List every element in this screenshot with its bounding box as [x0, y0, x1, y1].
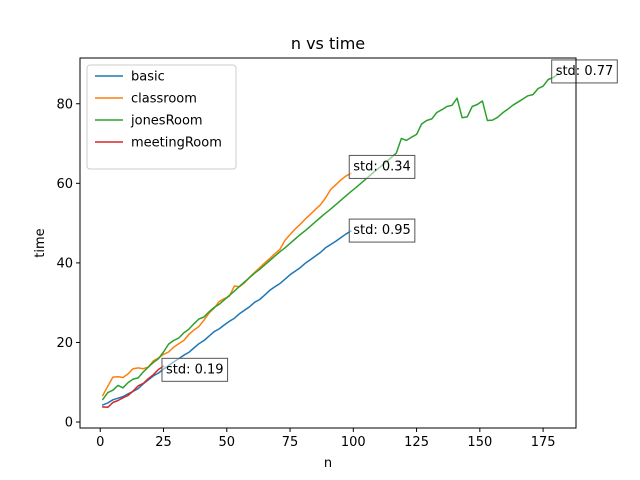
annotation-classroom: std: 0.34 [348, 154, 416, 179]
legend-item-classroom: classroom [95, 92, 197, 107]
x-tick-label: 175 [531, 435, 556, 450]
legend-label-classroom: classroom [131, 92, 197, 107]
ticks-layer: 0 25 50 75 100 125 150 175 0 20 40 60 80 [56, 97, 555, 450]
annotation-layer: std: 0.95 std: 0.34 std: 0.77 std: 0.19 [161, 59, 618, 382]
y-tick-label: 80 [56, 97, 73, 112]
x-axis-label: n [324, 456, 332, 471]
annotation-text-classroom: std: 0.34 [353, 159, 411, 174]
x-tick-label: 0 [96, 435, 104, 450]
annotation-text-jonesRoom: std: 0.77 [556, 64, 614, 79]
x-tick-label: 150 [467, 435, 492, 450]
series-layer [101, 72, 560, 409]
x-tick-label: 25 [155, 435, 172, 450]
legend-item-jonesRoom: jonesRoom [95, 114, 203, 129]
x-tick-label: 75 [282, 435, 299, 450]
legend-box [86, 64, 237, 170]
x-tick-label: 125 [404, 435, 429, 450]
legend-label-meetingRoom: meetingRoom [131, 136, 222, 151]
legend: basic classroom jonesRoom meetingRoom [86, 64, 237, 170]
annotation-text-basic: std: 0.95 [353, 223, 411, 238]
y-tick-label: 20 [56, 336, 73, 351]
annotation-box-meetingRoom [161, 357, 229, 382]
legend-label-jonesRoom: jonesRoom [130, 114, 203, 129]
axes-frame [79, 57, 577, 429]
chart-title: n vs time [291, 34, 365, 53]
y-tick-label: 0 [65, 416, 73, 431]
annotation-box-jonesRoom [551, 59, 618, 84]
x-tick-label: 100 [341, 435, 366, 450]
y-tick-label: 40 [56, 256, 73, 271]
series-line-meetingRoom [101, 365, 165, 409]
annotation-box-basic [348, 218, 416, 243]
legend-label-basic: basic [131, 70, 165, 85]
y-tick-label: 60 [56, 177, 73, 192]
legend-item-meetingRoom: meetingRoom [95, 136, 222, 151]
legend-item-basic: basic [95, 70, 165, 85]
y-axis-label: time [33, 228, 48, 257]
series-line-jonesRoom [101, 72, 560, 401]
annotation-basic: std: 0.95 [348, 218, 416, 243]
annotation-box-classroom [348, 154, 416, 179]
annotation-jonesRoom: std: 0.77 [551, 59, 618, 84]
annotation-text-meetingRoom: std: 0.19 [166, 362, 224, 377]
axes-border [79, 57, 577, 429]
x-tick-label: 50 [219, 435, 236, 450]
annotation-meetingRoom: std: 0.19 [161, 357, 229, 382]
